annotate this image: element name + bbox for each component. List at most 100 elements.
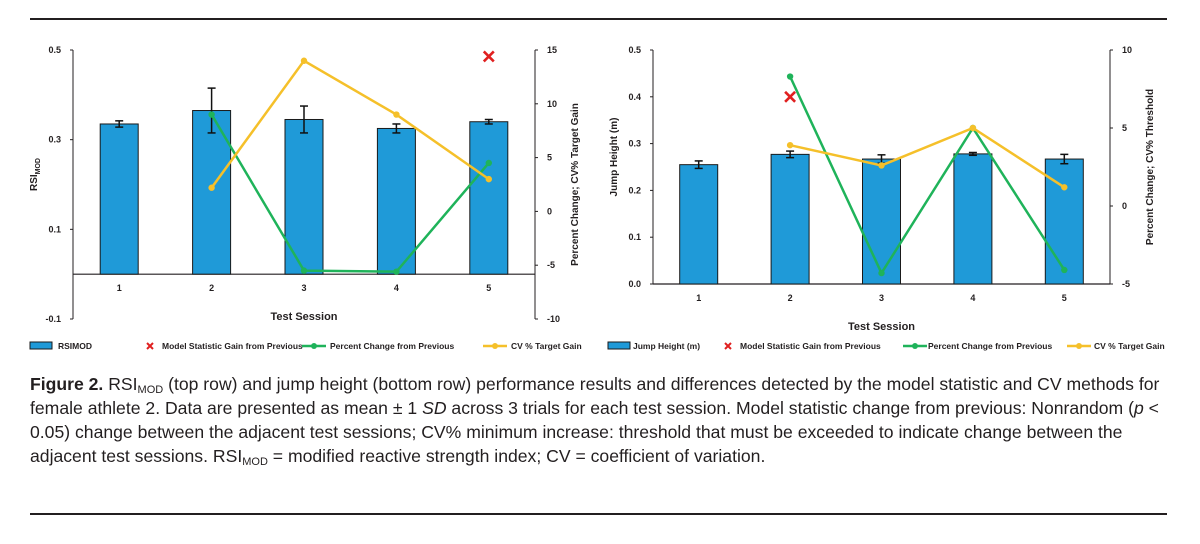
series-point-green bbox=[878, 269, 885, 277]
legend-swatch-bar bbox=[607, 341, 631, 350]
series-point-yellow bbox=[786, 141, 794, 149]
legend-label: Jump Height (m) bbox=[633, 341, 700, 351]
legend-swatch-dot bbox=[1076, 343, 1082, 349]
y2-tick-label: -5 bbox=[547, 260, 555, 270]
model-gain-marker bbox=[784, 90, 797, 103]
y-tick-label: 0.1 bbox=[628, 232, 641, 242]
y-tick-label: 0.4 bbox=[628, 92, 641, 102]
x-tick-label: 3 bbox=[879, 293, 884, 303]
x-tick-label: 5 bbox=[486, 283, 491, 293]
y2-tick-label: 10 bbox=[1122, 45, 1132, 55]
model-gain-marker bbox=[482, 50, 495, 63]
bar bbox=[376, 127, 416, 275]
legend-label: CV % Target Gain bbox=[511, 341, 582, 351]
y2-tick-label: -5 bbox=[1122, 279, 1130, 289]
y2-tick-label: 5 bbox=[547, 153, 552, 163]
top-rule bbox=[30, 18, 1167, 20]
y-axis-label: RSIMOD bbox=[29, 158, 42, 191]
legend-swatch-marker bbox=[146, 342, 154, 350]
series-point-yellow bbox=[1061, 184, 1068, 191]
x-tick-label: 1 bbox=[696, 293, 701, 303]
legend-swatch-dot bbox=[912, 343, 918, 349]
y2-axis-label: Percent Change; CV% Threshold bbox=[1145, 89, 1156, 245]
series-point-green bbox=[208, 111, 215, 118]
caption-part: RSI bbox=[103, 374, 138, 394]
y-tick-label: 0.5 bbox=[628, 45, 641, 55]
caption-body: RSIMOD (top row) and jump height (bottom… bbox=[30, 374, 1160, 468]
legend: Jump Height (m) Model Statistic Gain from… bbox=[607, 341, 1165, 351]
x-tick-label: 4 bbox=[394, 283, 399, 293]
bar bbox=[953, 153, 993, 285]
x-tick-label: 1 bbox=[117, 283, 122, 293]
series-line-yellow bbox=[210, 59, 490, 189]
series-point-green bbox=[393, 268, 400, 275]
chart-2: 0.0 0.1 0.2 0.3 0.4 0.5 -5 0 5 10 1 2 3 4 5 Test Sessio… bbox=[607, 45, 1165, 351]
series-point-green bbox=[786, 73, 794, 80]
x-tick-label: 2 bbox=[209, 283, 214, 293]
y2-axis-label: Percent Change; CV% Target Gain bbox=[570, 103, 581, 266]
series-point-yellow bbox=[878, 162, 885, 169]
caption-part: across 3 trials for each test session. M… bbox=[446, 398, 1134, 418]
series-point-yellow bbox=[485, 175, 492, 183]
caption-part: (top row) and jump height (bottom row) p… bbox=[30, 374, 1160, 418]
series-line-green bbox=[788, 75, 1066, 276]
series-point-green bbox=[1061, 266, 1068, 274]
chart-1: -0.1 0.1 0.3 0.5 -10 -5 0 5 10 15 1 2 3 4 5 Test Sessio… bbox=[29, 45, 582, 351]
x-tick-label: 4 bbox=[970, 293, 975, 303]
series-point-yellow bbox=[393, 111, 400, 118]
legend-swatch-marker bbox=[724, 342, 732, 350]
x-axis-label: Test Session bbox=[848, 321, 915, 333]
y-axis-label: Jump Height (m) bbox=[609, 118, 620, 197]
legend: RSIMOD Model Statistic Gain from Previous… bbox=[29, 341, 582, 351]
legend-label: Percent Change from Previous bbox=[928, 341, 1053, 351]
bar bbox=[770, 153, 810, 285]
y2-tick-label: 15 bbox=[547, 45, 557, 55]
legend-swatch-dot bbox=[492, 343, 498, 349]
y2-tick-label: 5 bbox=[1122, 123, 1127, 133]
series-point-yellow bbox=[969, 124, 977, 132]
y2-tick-label: -10 bbox=[547, 314, 560, 324]
series-line-yellow bbox=[789, 126, 1065, 189]
legend-label: Model Statistic Gain from Previous bbox=[740, 341, 881, 351]
x-tick-label: 2 bbox=[788, 293, 793, 303]
series-point-green bbox=[485, 159, 492, 167]
y-tick-label: -0.1 bbox=[45, 314, 61, 324]
y-tick-label: 0.5 bbox=[48, 45, 61, 55]
y2-tick-label: 0 bbox=[1122, 201, 1127, 211]
legend-label: Percent Change from Previous bbox=[330, 341, 455, 351]
y-tick-label: 0.1 bbox=[48, 224, 61, 234]
y-tick-label: 0.3 bbox=[48, 135, 61, 145]
caption-part: SD bbox=[422, 398, 447, 418]
bar bbox=[862, 158, 901, 285]
x-tick-label: 3 bbox=[301, 283, 306, 293]
series-point-green bbox=[300, 267, 308, 274]
bar bbox=[99, 123, 139, 275]
caption-part: < 0.05) change between the adjacent test… bbox=[30, 398, 1159, 466]
legend-label: Model Statistic Gain from Previous bbox=[162, 341, 303, 351]
x-axis-label: Test Session bbox=[270, 311, 337, 323]
y2-tick-label: 0 bbox=[547, 206, 552, 216]
legend-swatch-dot bbox=[311, 343, 317, 349]
caption-label: Figure 2. bbox=[30, 374, 104, 394]
legend-label: RSIMOD bbox=[58, 341, 92, 351]
legend-swatch-bar bbox=[29, 341, 53, 350]
y-tick-label: 0.3 bbox=[628, 139, 641, 149]
y-tick-label: 0.0 bbox=[628, 279, 641, 289]
series-line-green bbox=[210, 113, 490, 273]
caption-part: MOD bbox=[242, 456, 268, 468]
bar bbox=[284, 118, 324, 275]
y-tick-label: 0.2 bbox=[628, 185, 641, 195]
bar bbox=[679, 164, 719, 285]
y2-tick-label: 10 bbox=[547, 99, 557, 109]
caption-part: ± 1 bbox=[392, 398, 423, 418]
bottom-rule bbox=[30, 513, 1167, 515]
series-point-yellow bbox=[300, 57, 308, 64]
x-tick-label: 5 bbox=[1062, 293, 1067, 303]
legend-label: CV % Target Gain bbox=[1094, 341, 1165, 351]
series-point-yellow bbox=[208, 184, 215, 191]
caption-part: p bbox=[1133, 398, 1144, 418]
bar bbox=[469, 121, 509, 275]
caption-part: MOD bbox=[137, 384, 164, 396]
figure-caption: Figure 2. RSIMOD (top row) and jump heig… bbox=[30, 372, 1167, 468]
